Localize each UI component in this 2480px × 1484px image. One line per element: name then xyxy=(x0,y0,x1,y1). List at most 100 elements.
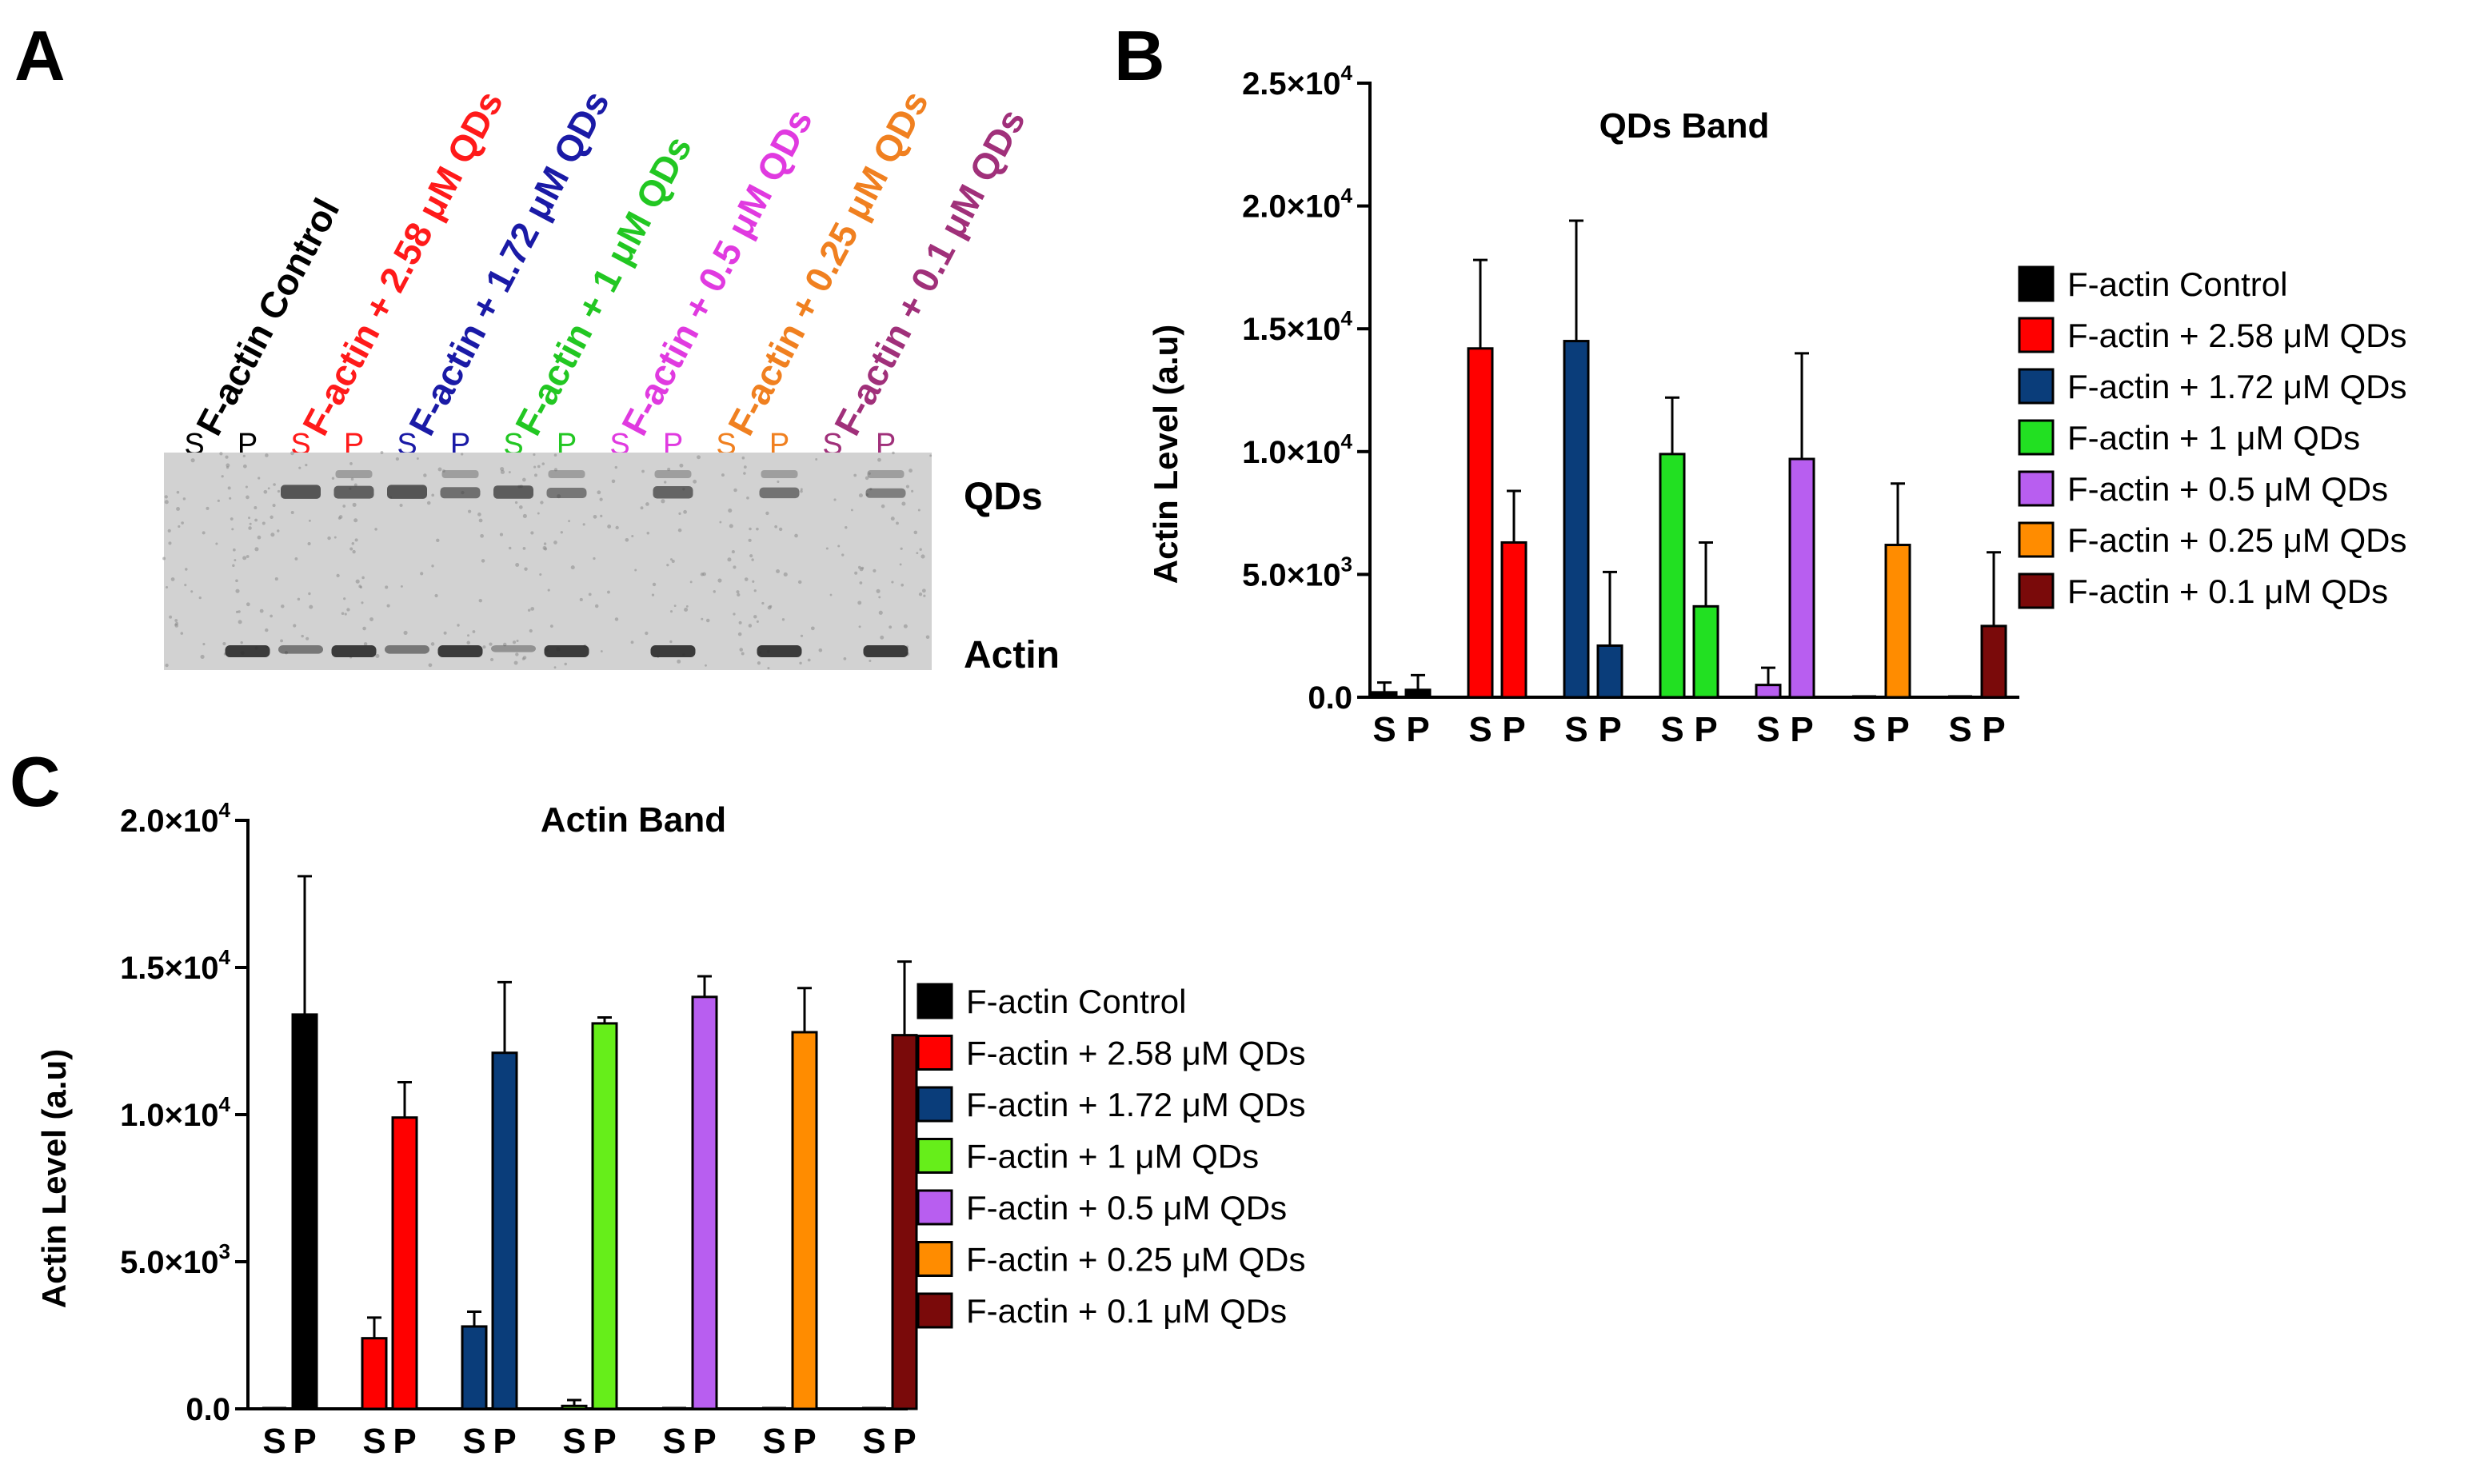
gel-speckle xyxy=(341,612,345,616)
gel-speckle xyxy=(664,481,667,484)
gel-speckle xyxy=(873,568,877,572)
gel-speckle xyxy=(273,483,276,486)
gel-speckle xyxy=(246,495,250,500)
gel-speckle xyxy=(533,453,536,457)
qds-band xyxy=(653,486,693,499)
legend-swatch xyxy=(917,983,953,1019)
gel-speckle xyxy=(305,463,308,467)
gel-speckle xyxy=(233,548,236,552)
gel-speckle xyxy=(482,645,486,649)
chart-b-qds-band: QDs Band Actin Level (a.u) 0.0 5.0×103 1.0×1… xyxy=(1147,61,2407,749)
gel-speckle xyxy=(265,453,269,457)
gel-speckle xyxy=(231,528,234,531)
gel-speckle xyxy=(281,604,285,608)
gel-speckle xyxy=(350,477,354,481)
gel-speckle xyxy=(480,533,484,538)
gel-speckle xyxy=(166,586,169,589)
x-category-label: S xyxy=(1660,710,1683,749)
gel-speckle xyxy=(518,505,523,509)
x-category-label: P xyxy=(593,1422,616,1461)
x-category-label: P xyxy=(793,1422,816,1461)
legend-entry: F-actin + 1.72 μM QDs xyxy=(2067,368,2407,405)
gel-speckle xyxy=(308,592,311,596)
bar-f-actin-1-m-qds-p xyxy=(591,1022,618,1410)
gel-lane-title: F-actin + 0.5 μM QDs xyxy=(613,102,821,442)
gel-speckle xyxy=(238,620,242,624)
x-category-label: S xyxy=(1948,710,1971,749)
gel-speckle xyxy=(466,640,470,645)
gel-speckle xyxy=(736,590,740,594)
gel-speckle xyxy=(374,528,377,531)
y-tick-exponent: 4 xyxy=(1341,429,1353,453)
gel-speckle xyxy=(756,620,759,623)
gel-speckle xyxy=(713,590,717,593)
gel-speckle xyxy=(880,635,885,640)
x-category-label: P xyxy=(1502,710,1525,749)
bar-f-actin-1-72-m-qds-p xyxy=(491,1051,518,1410)
gel-speckle xyxy=(363,642,368,646)
gel-speckle xyxy=(385,585,389,589)
gel-speckle xyxy=(254,518,258,522)
gel-speckle xyxy=(733,612,736,616)
gel-speckle xyxy=(865,476,869,481)
gel-speckle xyxy=(630,640,634,644)
gel-speckle xyxy=(238,610,241,613)
y-axis-label: Actin Level (a.u) xyxy=(35,1049,73,1308)
gel-speckle xyxy=(921,588,926,593)
gel-speckle xyxy=(180,632,184,635)
x-category-label: S xyxy=(362,1422,385,1461)
legend-swatch xyxy=(2018,368,2055,405)
bar-f-actin-0-25-m-qds-p xyxy=(791,1031,818,1410)
actin-band xyxy=(650,645,696,657)
y-tick-value: 2.5×10 xyxy=(1242,66,1340,102)
gel-speckle xyxy=(685,604,689,608)
gel-speckle xyxy=(625,537,629,542)
gel-speckle xyxy=(744,577,749,581)
gel-speckle xyxy=(684,607,689,612)
legend-swatch xyxy=(917,1138,953,1174)
gel-speckle xyxy=(705,618,710,623)
gel-speckle xyxy=(176,507,180,511)
gel-speckle xyxy=(430,642,435,646)
gel-lane-title: F-actin + 1.72 μM QDs xyxy=(401,84,617,442)
gel-speckle xyxy=(242,556,247,560)
gel-speckle xyxy=(277,489,281,493)
gel-speckle xyxy=(235,610,239,613)
y-tick-value: 0.0 xyxy=(186,1392,230,1427)
gel-speckle xyxy=(810,626,815,631)
gel-speckle xyxy=(841,553,845,556)
gel-speckle xyxy=(533,465,537,469)
gel-speckle xyxy=(899,563,902,566)
gel-speckle xyxy=(437,467,442,472)
chart-title: Actin Band xyxy=(541,800,726,840)
gel-speckle xyxy=(222,641,226,646)
gel-speckle xyxy=(529,628,533,633)
gel-speckle xyxy=(881,504,885,509)
gel-speckle xyxy=(634,568,637,572)
gel-speckle xyxy=(748,538,752,542)
gel-speckle xyxy=(298,466,302,469)
y-axis-label: Actin Level (a.u) xyxy=(1147,325,1184,584)
gel-speckle xyxy=(921,554,925,559)
gel-speckle xyxy=(857,600,862,605)
gel-speckle xyxy=(168,541,172,545)
gel-speckle xyxy=(651,593,655,596)
gel-speckle xyxy=(277,529,280,533)
actin-band xyxy=(863,645,909,657)
x-category-label: S xyxy=(1372,710,1396,749)
gel-speckle xyxy=(399,503,403,508)
gel-speckle xyxy=(539,572,542,576)
gel-speckle xyxy=(737,632,742,636)
gel-speckle xyxy=(164,500,169,505)
gel-speckle xyxy=(344,612,347,616)
gel-speckle xyxy=(825,547,829,550)
gel-speckle xyxy=(781,618,785,621)
bar-f-actin-0-1-m-qds-p xyxy=(1980,624,2007,699)
x-category-label: S xyxy=(762,1422,785,1461)
x-category-label: P xyxy=(1982,710,2005,749)
legend-swatch xyxy=(2018,470,2055,507)
gel-speckle xyxy=(346,608,350,612)
gel-speckle xyxy=(611,479,616,484)
legend-entry: F-actin + 0.25 μM QDs xyxy=(966,1241,1306,1279)
gel-speckle xyxy=(901,501,906,506)
